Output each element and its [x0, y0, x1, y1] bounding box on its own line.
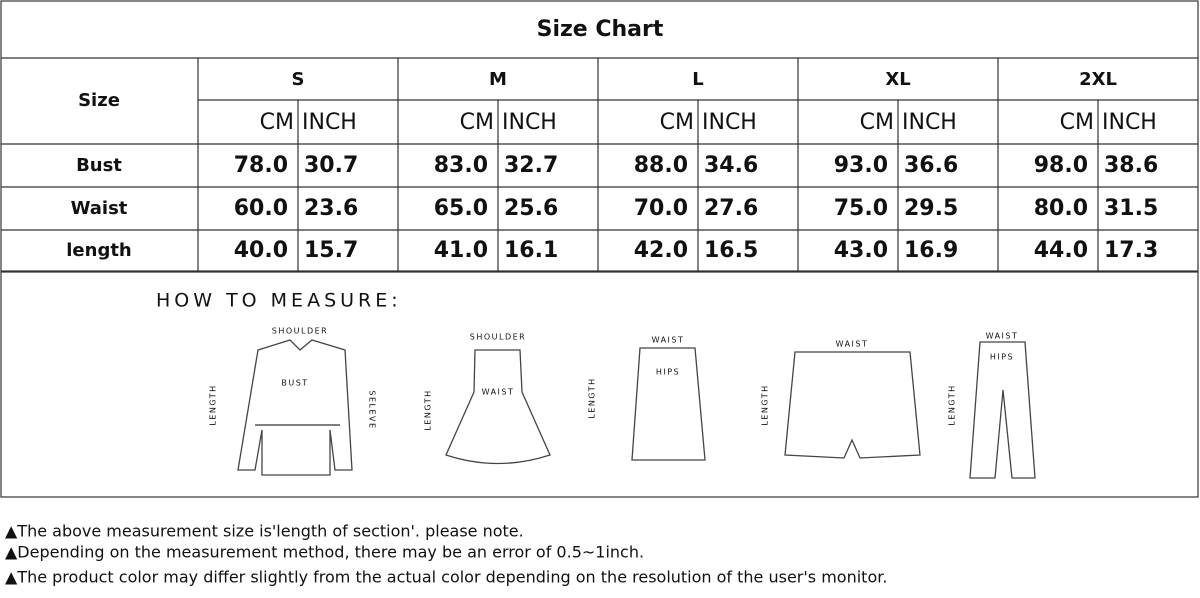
- shorts: [784, 351, 921, 459]
- measure-box: [0, 271, 1199, 498]
- measure-label: SHOULDER: [470, 333, 526, 342]
- cm-value: 83.0: [434, 153, 488, 178]
- cm-value: 78.0: [234, 153, 288, 178]
- dress: [445, 349, 551, 465]
- unit-label: CM: [460, 110, 494, 135]
- cm-value: 70.0: [634, 196, 688, 221]
- inch-value: 17.3: [1104, 238, 1158, 263]
- pants: [969, 341, 1036, 479]
- cm-value: 80.0: [1034, 196, 1088, 221]
- cm-value: 41.0: [434, 238, 488, 263]
- note: ▲The above measurement size is'length of…: [5, 522, 524, 541]
- note: ▲Depending on the measurement method, th…: [5, 543, 644, 562]
- unit-label: CM: [1060, 110, 1094, 135]
- note: ▲The product color may differ slightly f…: [5, 568, 887, 587]
- row-label: length: [66, 240, 132, 261]
- inch-value: 34.6: [704, 153, 758, 178]
- inch-value: 25.6: [504, 196, 558, 221]
- cm-value: 75.0: [834, 196, 888, 221]
- measure-label: LENGTH: [948, 384, 957, 425]
- unit-label: INCH: [702, 110, 757, 135]
- inch-value: 31.5: [1104, 196, 1158, 221]
- size-label: M: [489, 69, 507, 90]
- inch-value: 29.5: [904, 196, 958, 221]
- jacket: [237, 339, 353, 476]
- unit-label: CM: [260, 110, 294, 135]
- inch-value: 38.6: [1104, 153, 1158, 178]
- cm-value: 44.0: [1034, 238, 1088, 263]
- inch-value: 15.7: [304, 238, 358, 263]
- measure-label: LENGTH: [424, 389, 433, 430]
- measure-label: WAIST: [986, 332, 1019, 341]
- row-header: Size: [78, 90, 120, 111]
- inch-value: 16.9: [904, 238, 958, 263]
- cm-value: 60.0: [234, 196, 288, 221]
- inch-value: 16.5: [704, 238, 758, 263]
- row-label: Bust: [76, 155, 122, 176]
- size-label: XL: [885, 69, 910, 90]
- cm-value: 42.0: [634, 238, 688, 263]
- measure-title: HOW TO MEASURE:: [156, 290, 402, 312]
- measure-label: LENGTH: [761, 384, 770, 425]
- measure-label: SHOULDER: [272, 327, 328, 336]
- measure-label: LENGTH: [209, 384, 218, 425]
- cm-value: 98.0: [1034, 153, 1088, 178]
- table-border: [0, 0, 1199, 272]
- unit-label: CM: [860, 110, 894, 135]
- unit-label: INCH: [302, 110, 357, 135]
- table-title: Size Chart: [537, 17, 664, 42]
- measure-label: WAIST: [482, 388, 515, 397]
- skirt: [631, 347, 706, 461]
- measure-label: HIPS: [990, 353, 1014, 362]
- cm-value: 43.0: [834, 238, 888, 263]
- measure-label: SELEVE: [368, 390, 377, 429]
- inch-value: 16.1: [504, 238, 558, 263]
- cm-value: 93.0: [834, 153, 888, 178]
- unit-label: INCH: [502, 110, 557, 135]
- cm-value: 88.0: [634, 153, 688, 178]
- garment-illustrations: [237, 339, 1036, 479]
- cm-value: 40.0: [234, 238, 288, 263]
- size-label: S: [292, 69, 305, 90]
- size-label: 2XL: [1079, 69, 1117, 90]
- unit-label: INCH: [1102, 110, 1157, 135]
- cm-value: 65.0: [434, 196, 488, 221]
- inch-value: 27.6: [704, 196, 758, 221]
- row-label: Waist: [71, 198, 128, 219]
- unit-label: INCH: [902, 110, 957, 135]
- size-label: L: [692, 69, 703, 90]
- measure-label: WAIST: [652, 336, 685, 345]
- inch-value: 36.6: [904, 153, 958, 178]
- measure-label: HIPS: [656, 368, 680, 377]
- measure-label: WAIST: [836, 340, 869, 349]
- unit-label: CM: [660, 110, 694, 135]
- measure-label: BUST: [281, 379, 308, 388]
- measure-label: LENGTH: [588, 377, 597, 418]
- inch-value: 30.7: [304, 153, 358, 178]
- inch-value: 23.6: [304, 196, 358, 221]
- inch-value: 32.7: [504, 153, 558, 178]
